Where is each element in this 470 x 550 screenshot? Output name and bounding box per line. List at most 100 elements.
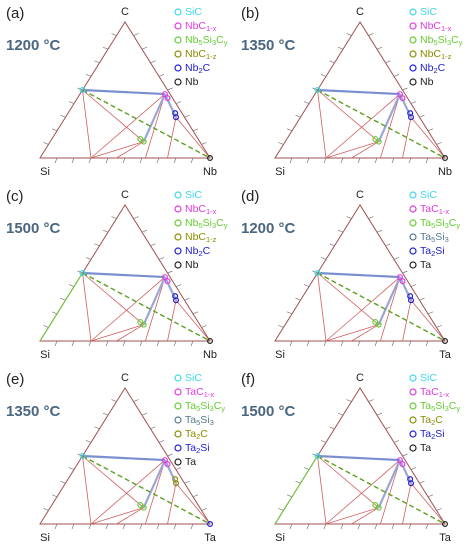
edge-tick	[122, 157, 126, 164]
temperature: 1350 °C	[6, 403, 61, 420]
vertex-label: C	[356, 372, 364, 384]
phase-point	[161, 274, 168, 281]
phase-boundary	[398, 276, 412, 301]
legend-marker	[409, 247, 417, 255]
edge-tick	[340, 157, 344, 164]
formula-part: C	[214, 400, 222, 412]
formula-part: Ta	[420, 442, 431, 454]
subscript: 5	[431, 404, 435, 413]
legend-marker	[174, 64, 182, 72]
edge-tick	[85, 74, 92, 77]
formula-part: C	[451, 34, 459, 46]
legend-entry: Ta2Si	[420, 245, 445, 258]
edge-tick	[391, 340, 395, 347]
edge-tick	[71, 157, 75, 164]
formula-part: TaC	[420, 203, 439, 215]
formula-part: Si	[435, 245, 444, 257]
legend-entry: NbC1-x	[185, 203, 217, 216]
formula-part: Ta	[185, 400, 196, 412]
edge-tick	[122, 340, 126, 347]
subscript: 5	[431, 221, 435, 230]
formula-part: C	[200, 428, 208, 440]
edge-tick	[385, 426, 391, 430]
phase-point	[161, 457, 168, 464]
edge-tick	[295, 114, 301, 118]
phase-point	[314, 452, 321, 459]
temperature: 1200 °C	[6, 37, 61, 54]
edge-tick	[303, 467, 310, 470]
legend-entry: TaC1-x	[420, 203, 449, 216]
legend-marker	[174, 191, 182, 199]
legend-entry: Nb5Si3Cy	[420, 34, 463, 47]
tie-line	[325, 276, 401, 342]
subscript: 2	[431, 249, 435, 258]
dashed-line	[317, 89, 446, 159]
edge-tick	[175, 284, 182, 287]
phase-boundary	[82, 88, 166, 96]
subscript: y	[224, 221, 228, 230]
tie-line	[167, 117, 177, 159]
edge-tick	[419, 480, 425, 484]
formula-part: C	[203, 62, 211, 74]
legend-entry: TaC1-x	[185, 386, 214, 399]
vertex-label: Nb	[438, 166, 452, 178]
edge-tick	[88, 157, 92, 164]
edge-tick	[85, 257, 92, 260]
edge-tick	[303, 284, 310, 287]
tie-line	[325, 93, 401, 159]
subscript: 5	[198, 221, 202, 230]
edge-tick	[156, 340, 160, 347]
formula-part: Nb	[185, 245, 199, 257]
phase-point	[79, 269, 86, 276]
legend-entry: Ta2C	[185, 428, 208, 441]
edge-tick	[419, 114, 425, 118]
legend-entry: NbC1-z	[185, 231, 217, 244]
subscript: 1-x	[439, 390, 450, 399]
subscript: 3	[212, 38, 216, 47]
edge-tick	[340, 523, 344, 530]
phase-boundary	[317, 88, 401, 96]
edge-tick	[402, 453, 408, 457]
legend-marker	[174, 388, 182, 396]
tie-line	[145, 459, 166, 525]
subscript: 1-x	[441, 24, 452, 33]
edge-tick	[139, 523, 143, 530]
subscript: 3	[445, 235, 449, 244]
legend-marker	[174, 458, 182, 466]
edge-tick	[385, 60, 391, 64]
subscript: 1-x	[206, 24, 217, 33]
tie-line	[325, 141, 379, 159]
phase-point	[396, 91, 403, 98]
legend-entry: TaC1-x	[420, 386, 449, 399]
subscript: 2	[431, 432, 435, 441]
edge-tick	[289, 157, 293, 164]
edge-tick	[190, 157, 194, 164]
tie-line	[82, 89, 144, 142]
vertex-label: Si	[275, 349, 285, 361]
subscript: 1-x	[439, 207, 450, 216]
formula-part: NbC	[185, 231, 206, 243]
tie-line	[351, 324, 379, 342]
edge-tick	[184, 114, 190, 118]
edge-tick	[43, 508, 49, 511]
phase-boundary	[142, 93, 166, 143]
formula-part: SiC	[420, 372, 437, 384]
tie-line	[175, 482, 211, 525]
tie-line	[380, 93, 401, 159]
formula-part: Ta	[420, 428, 431, 440]
phase-boundary	[317, 454, 401, 462]
tie-line	[351, 141, 379, 159]
legend-entry: Ta5Si3Cy	[420, 217, 460, 230]
formula-part: Si	[435, 400, 444, 412]
legend-marker	[409, 374, 417, 382]
edge-tick	[141, 46, 148, 50]
vertex-label: C	[121, 189, 129, 201]
legend-entry: SiC	[185, 372, 202, 384]
edge-tick	[320, 440, 327, 443]
edge-tick	[286, 494, 293, 498]
formula-part: C	[216, 217, 224, 229]
vertex-label: Ta	[439, 532, 452, 544]
edge-tick	[337, 412, 344, 416]
edge-tick	[139, 157, 143, 164]
